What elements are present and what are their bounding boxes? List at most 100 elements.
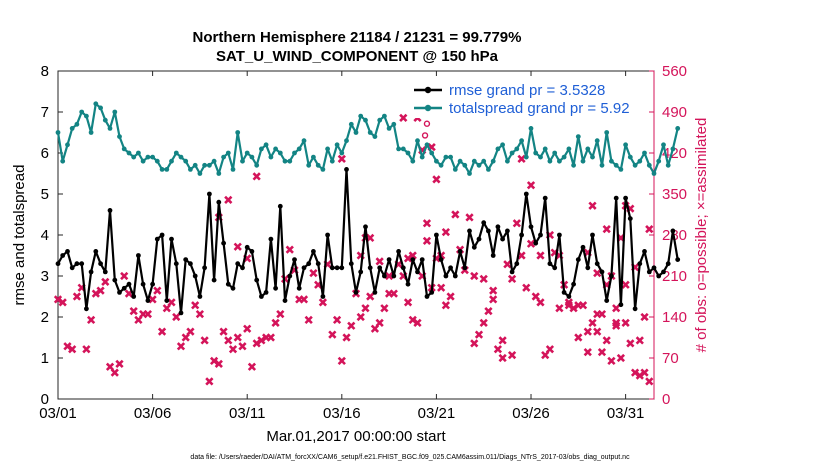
series-point — [244, 244, 250, 250]
legend-label-rmse: rmse grand pr = 3.5328 — [449, 82, 605, 99]
series-point — [154, 158, 160, 164]
series-point — [367, 130, 373, 135]
y-right-tick-label: 560 — [662, 63, 687, 80]
series-point — [656, 158, 662, 164]
legend-marker-rmse — [424, 86, 432, 94]
series-point — [358, 269, 364, 275]
series-point — [60, 158, 66, 164]
series-point — [69, 265, 75, 271]
series-point — [154, 236, 160, 242]
obs-assimilated-marker — [399, 113, 408, 122]
series-point — [150, 281, 156, 287]
series-point — [277, 150, 283, 156]
obs-assimilated-marker — [512, 219, 521, 228]
series-point — [131, 294, 137, 299]
y-right-tick-label: 420 — [662, 145, 687, 162]
series-point — [230, 167, 236, 172]
series-point — [566, 294, 572, 299]
series-point — [471, 158, 477, 164]
y-tick-label: 3 — [41, 268, 49, 285]
obs-assimilated-marker — [446, 292, 455, 301]
series-point — [188, 261, 193, 267]
obs-assimilated-marker — [640, 312, 649, 322]
series-point — [396, 146, 401, 152]
y-axis-left: 0 1 2 3 4 5 6 7 8 — [41, 63, 63, 408]
series-point — [329, 265, 335, 271]
x-tick-label: 03/16 — [323, 405, 361, 422]
obs-assimilated-marker — [578, 301, 588, 310]
series-point — [623, 195, 628, 201]
obs-assimilated-marker — [602, 336, 611, 345]
series-point — [60, 253, 66, 258]
series-point — [211, 158, 217, 164]
series-point — [164, 298, 170, 303]
series-point — [443, 154, 449, 160]
series-point — [259, 294, 264, 299]
series-point — [325, 232, 330, 238]
series-point — [273, 285, 278, 291]
legend: rmse grand pr = 3.5328 totalspread grand… — [410, 80, 630, 118]
series-point — [661, 269, 666, 275]
series-point — [651, 171, 657, 176]
series-point — [646, 162, 652, 168]
series-point — [315, 261, 321, 267]
series-point — [415, 269, 420, 275]
series-point — [490, 253, 496, 258]
series-point — [372, 134, 378, 140]
series-point — [69, 125, 75, 131]
obs-assimilated-marker — [484, 307, 493, 316]
series-point — [391, 121, 397, 127]
series-point — [207, 162, 212, 168]
series-point — [334, 265, 340, 271]
series-point — [429, 290, 435, 295]
series-point — [542, 195, 548, 201]
series-point — [642, 150, 647, 156]
obs-assimilated-marker — [403, 298, 413, 307]
obs-assimilated-marker — [285, 245, 294, 254]
series-point — [126, 150, 132, 156]
series-point — [505, 158, 510, 164]
series-point — [183, 257, 189, 262]
series-point — [566, 146, 572, 152]
obs-assimilated-marker — [588, 318, 597, 327]
obs-assimilated-marker — [299, 295, 309, 304]
series-point — [438, 257, 444, 262]
series-point — [197, 171, 203, 176]
series-point — [136, 150, 141, 156]
obs-assimilated-marker — [479, 318, 488, 327]
y-right-tick-label: 350 — [662, 186, 687, 203]
obs-assimilated-marker — [422, 219, 432, 228]
series-point — [140, 158, 146, 164]
y-tick-label: 4 — [41, 227, 49, 244]
legend-label-spread: totalspread grand pr = 5.92 — [449, 100, 630, 117]
obs-assimilated-marker — [597, 348, 607, 357]
obs-assimilated-marker — [432, 175, 441, 184]
series-point — [637, 261, 643, 267]
obs-assimilated-marker — [172, 312, 181, 322]
series-point — [240, 158, 245, 164]
obs-assimilated-marker — [110, 368, 119, 377]
obs-assimilated-marker — [593, 268, 602, 278]
series-point — [523, 191, 529, 197]
obs-assimilated-marker — [309, 268, 318, 278]
series-point — [391, 273, 397, 279]
series-point — [665, 261, 671, 267]
obs-assimilated-marker — [593, 327, 602, 336]
series-point — [249, 249, 255, 254]
series-point — [88, 130, 94, 135]
obs-assimilated-marker — [489, 295, 498, 304]
series-point — [268, 236, 274, 242]
obs-possible-marker — [423, 120, 431, 127]
obs-assimilated-marker — [517, 154, 526, 163]
obs-assimilated-marker — [413, 318, 422, 327]
obs-assimilated-marker — [332, 315, 342, 325]
obs-assimilated-marker — [474, 330, 484, 339]
series-point — [547, 158, 553, 164]
obs-assimilated-marker — [205, 377, 214, 386]
obs-assimilated-marker — [621, 280, 630, 289]
series-point — [665, 162, 671, 168]
obs-assimilated-marker — [451, 210, 460, 219]
series-point — [424, 142, 430, 148]
series-point — [202, 162, 208, 168]
series-point — [424, 294, 430, 299]
